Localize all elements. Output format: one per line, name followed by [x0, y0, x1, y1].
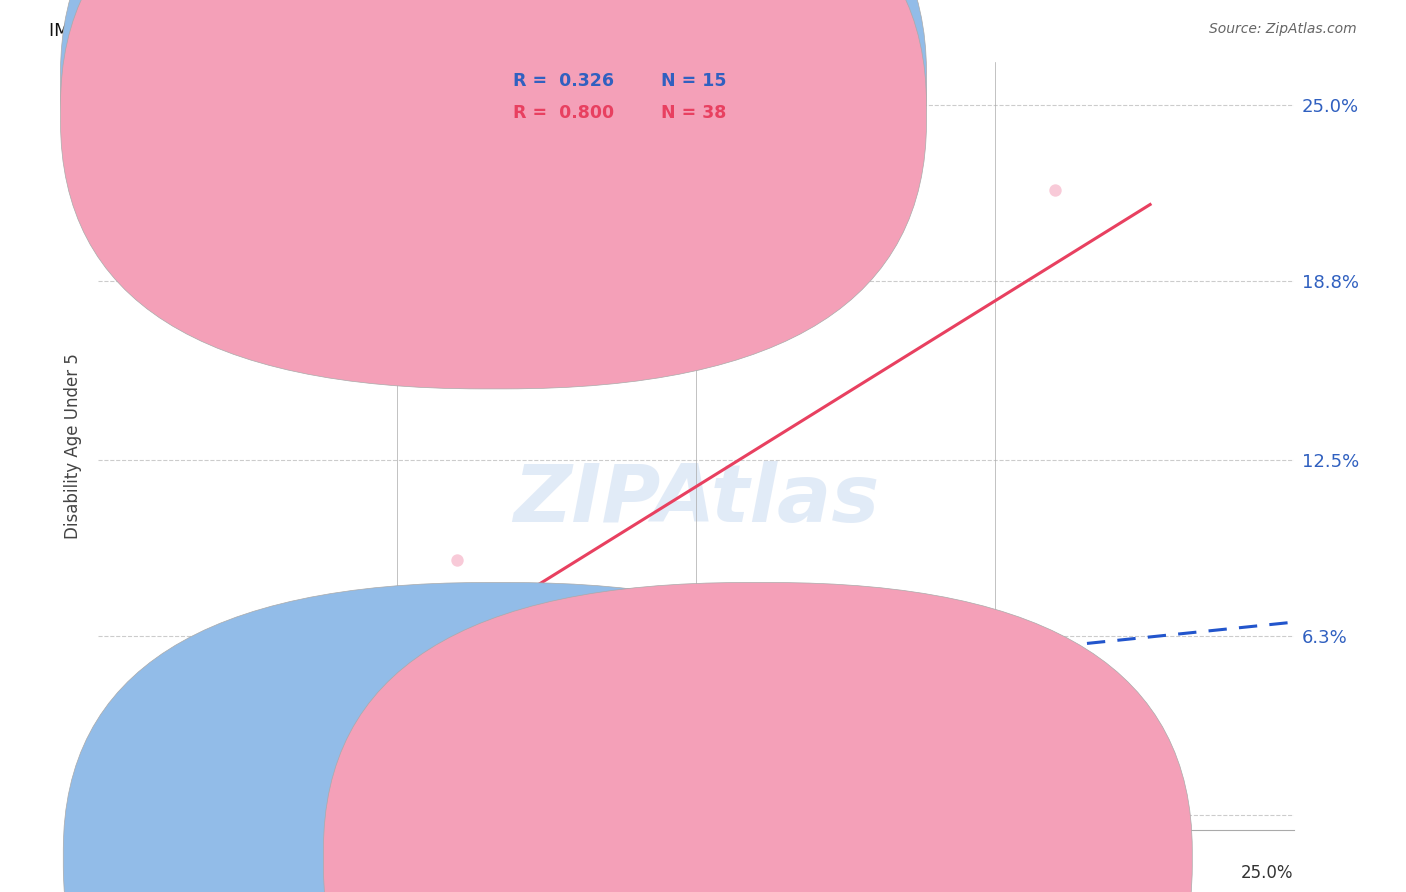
Point	[446, 552, 468, 566]
Point	[135, 805, 157, 820]
Point	[107, 803, 129, 817]
Point	[145, 805, 167, 820]
Point	[97, 803, 120, 817]
Point	[155, 803, 177, 817]
Point	[221, 689, 243, 703]
Text: N = 38: N = 38	[661, 104, 725, 122]
Text: N = 15: N = 15	[661, 72, 727, 90]
Point	[709, 672, 731, 686]
Point	[139, 805, 162, 820]
Point	[131, 805, 153, 820]
Point	[115, 805, 138, 820]
Text: 0.0%: 0.0%	[98, 863, 141, 881]
Point	[1043, 183, 1066, 197]
Point	[97, 800, 120, 814]
Point	[121, 803, 143, 817]
Point	[159, 689, 181, 703]
Point	[111, 805, 134, 820]
Point	[269, 805, 291, 820]
Point	[183, 803, 205, 817]
Point	[254, 672, 277, 686]
Point	[125, 803, 148, 817]
Point	[217, 700, 239, 714]
Text: IMMIGRANTS FROM OCEANIA VS MALAYSIAN DISABILITY AGE UNDER 5 CORRELATION CHART: IMMIGRANTS FROM OCEANIA VS MALAYSIAN DIS…	[49, 22, 856, 40]
Text: R =  0.800: R = 0.800	[513, 104, 614, 122]
Point	[125, 803, 148, 817]
Point	[197, 660, 219, 674]
Point	[173, 683, 195, 698]
Point	[101, 803, 124, 817]
Text: Malaysians: Malaysians	[780, 849, 872, 867]
Point	[91, 805, 114, 820]
Point	[412, 595, 434, 609]
Point	[193, 672, 215, 686]
Point	[183, 689, 205, 703]
Point	[163, 672, 186, 686]
Point	[111, 803, 134, 817]
Point	[149, 805, 172, 820]
Point	[107, 805, 129, 820]
Point	[398, 638, 420, 652]
Point	[101, 805, 124, 820]
Point	[211, 695, 233, 709]
Point	[121, 800, 143, 814]
Point	[202, 678, 225, 692]
Text: Source: ZipAtlas.com: Source: ZipAtlas.com	[1209, 22, 1357, 37]
Point	[288, 666, 311, 681]
Point	[326, 652, 349, 666]
Point	[115, 800, 138, 814]
Text: Immigrants from Oceania: Immigrants from Oceania	[520, 849, 733, 867]
Point	[139, 805, 162, 820]
Text: 25.0%: 25.0%	[1241, 863, 1294, 881]
Point	[179, 666, 201, 681]
Y-axis label: Disability Age Under 5: Disability Age Under 5	[65, 353, 83, 539]
Point	[226, 678, 249, 692]
Point	[135, 805, 157, 820]
Point	[278, 638, 301, 652]
Point	[948, 803, 970, 817]
Point	[852, 660, 875, 674]
Point	[207, 683, 229, 698]
Point	[169, 700, 191, 714]
Point	[398, 643, 420, 657]
Point	[149, 805, 172, 820]
Point	[187, 678, 209, 692]
Text: R =  0.326: R = 0.326	[513, 72, 614, 90]
Text: ZIPAtlas: ZIPAtlas	[513, 460, 879, 539]
